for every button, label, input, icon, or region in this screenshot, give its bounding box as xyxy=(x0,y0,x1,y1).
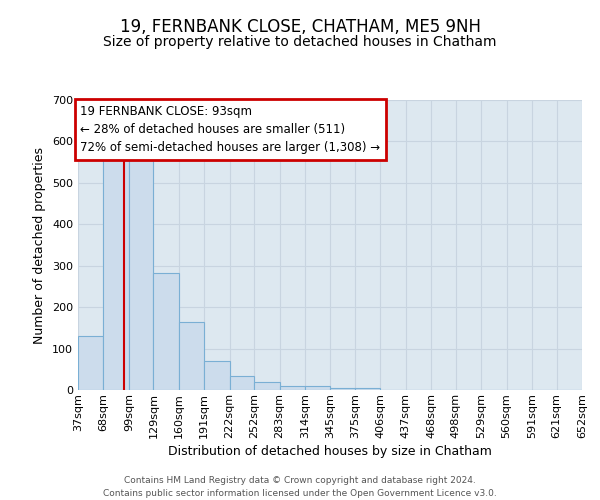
Bar xyxy=(78,336,103,390)
Text: 19 FERNBANK CLOSE: 93sqm
← 28% of detached houses are smaller (511)
72% of semi-: 19 FERNBANK CLOSE: 93sqm ← 28% of detach… xyxy=(80,105,380,154)
Bar xyxy=(355,388,380,390)
Text: 19, FERNBANK CLOSE, CHATHAM, ME5 9NH: 19, FERNBANK CLOSE, CHATHAM, ME5 9NH xyxy=(119,18,481,36)
Y-axis label: Number of detached properties: Number of detached properties xyxy=(34,146,46,344)
Bar xyxy=(280,386,305,390)
Bar xyxy=(179,322,204,390)
X-axis label: Distribution of detached houses by size in Chatham: Distribution of detached houses by size … xyxy=(168,445,492,458)
Text: Contains HM Land Registry data © Crown copyright and database right 2024.
Contai: Contains HM Land Registry data © Crown c… xyxy=(103,476,497,498)
Bar xyxy=(129,159,154,390)
Bar xyxy=(331,388,355,390)
Bar xyxy=(305,386,331,390)
Bar xyxy=(230,376,254,390)
Bar xyxy=(103,159,129,390)
Bar xyxy=(254,382,280,390)
Text: Size of property relative to detached houses in Chatham: Size of property relative to detached ho… xyxy=(103,35,497,49)
Bar xyxy=(154,273,179,390)
Bar xyxy=(204,361,230,390)
